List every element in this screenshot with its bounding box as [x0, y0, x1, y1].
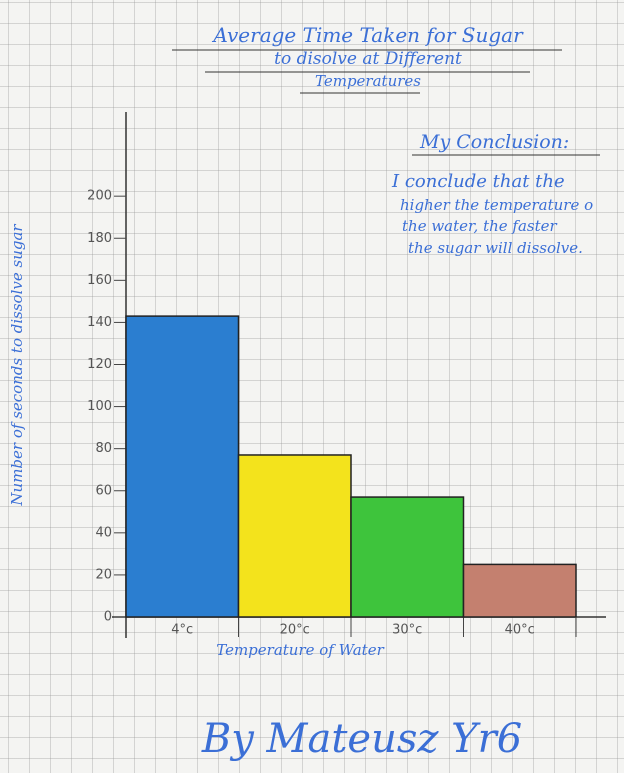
annotation-text: higher the temperature o — [400, 196, 593, 214]
y-tick-label: 100 — [87, 399, 112, 414]
x-tick-label: 30°c — [392, 623, 422, 638]
y-tick-label: 120 — [87, 357, 112, 372]
chart-title: to disolve at Different — [274, 49, 462, 69]
y-tick-label: 200 — [87, 189, 112, 204]
annotation-text: the water, the faster — [402, 217, 558, 235]
bar — [125, 315, 240, 618]
y-tick-label: 80 — [95, 441, 112, 456]
bar — [350, 496, 465, 618]
annotation-text: the sugar will dissolve. — [408, 239, 583, 257]
y-tick-label: 40 — [95, 525, 112, 540]
chart-title: Average Time Taken for Sugar — [211, 23, 524, 47]
annotation-text: I conclude that the — [391, 171, 565, 192]
x-tick-label: 40°c — [505, 623, 535, 638]
annotation-title: My Conclusion: — [419, 131, 569, 153]
title-block — [172, 49, 562, 94]
y-tick-label: 20 — [95, 567, 112, 582]
y-tick-label: 60 — [95, 483, 112, 498]
bar — [462, 563, 577, 618]
x-tick-label: 4°c — [171, 623, 193, 638]
y-tick-label: 180 — [87, 231, 112, 246]
y-tick-label: 0 — [104, 610, 112, 625]
y-axis-label: Number of seconds to dissolve sugar — [8, 224, 26, 507]
y-tick-label: 140 — [87, 315, 112, 330]
x-axis-label: Temperature of Water — [216, 641, 384, 659]
x-tick-label: 20°c — [280, 623, 310, 638]
bar — [237, 454, 352, 618]
chart-title: Temperatures — [315, 72, 421, 90]
y-tick-label: 160 — [87, 273, 112, 288]
signature: By Mateusz Yr6 — [201, 716, 522, 762]
